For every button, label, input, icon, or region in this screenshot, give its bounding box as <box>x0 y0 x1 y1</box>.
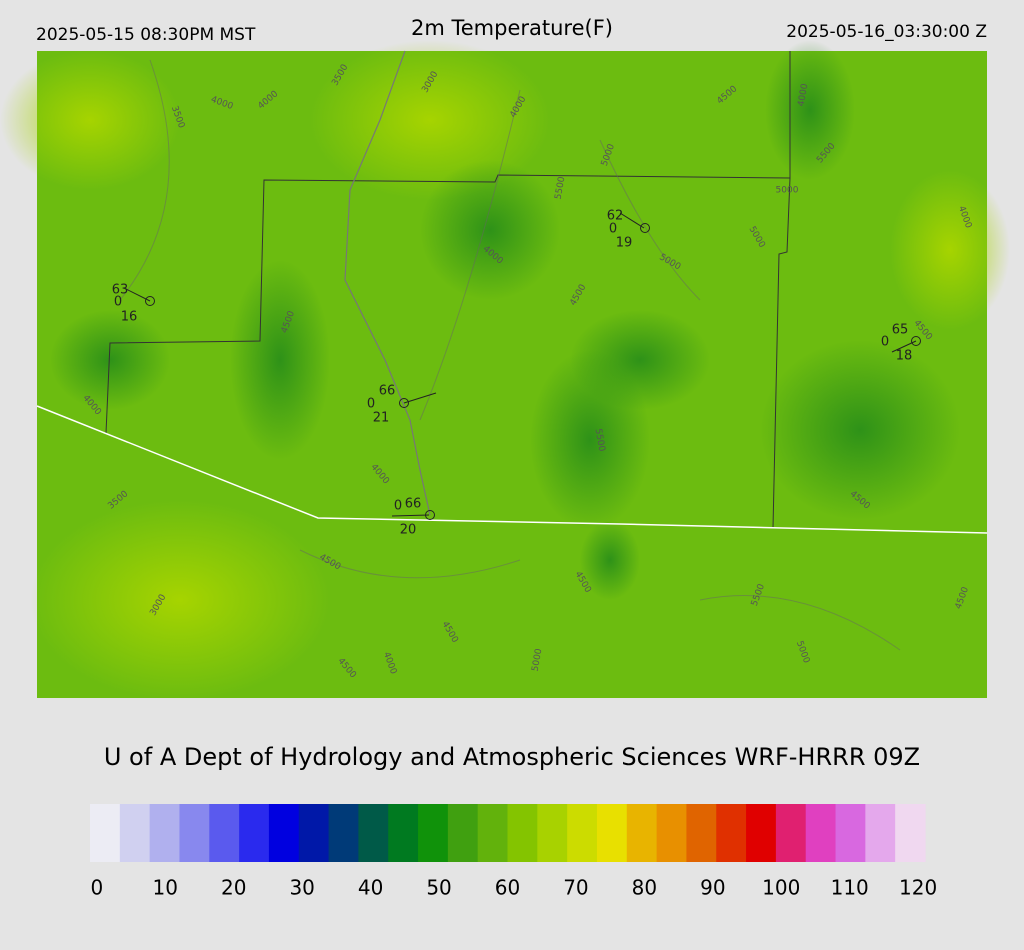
colorbar-swatch <box>298 804 330 862</box>
cool-area <box>580 520 640 600</box>
contour-label: 4000 <box>797 83 811 108</box>
colorbar-swatch <box>179 804 210 862</box>
colorbar-swatch <box>358 804 389 862</box>
station-wind: 18 <box>896 349 913 364</box>
station-wind: 16 <box>121 310 138 325</box>
wind-barb <box>619 212 645 229</box>
county-boundary <box>105 51 791 529</box>
colorbar-tick-label: 110 <box>831 876 869 900</box>
contour-label: 5500 <box>593 428 607 453</box>
colorbar-swatch <box>507 804 538 862</box>
colorbar-tick-label: 20 <box>221 876 246 900</box>
station-dew: 0 <box>609 222 617 237</box>
colorbar-tick-label: 80 <box>632 876 657 900</box>
station-circle <box>640 223 650 233</box>
colorbar-swatch <box>626 804 658 862</box>
colorbar: 0 10 20 30 40 50 60 70 80 90 100 110 120 <box>90 804 937 900</box>
cool-area <box>420 160 560 300</box>
colorbar-tick-label: 50 <box>426 876 451 900</box>
wind-barb <box>403 392 437 404</box>
contour-label: 5500 <box>554 176 568 201</box>
colorbar-swatch <box>567 804 598 862</box>
colorbar-swatch <box>746 804 777 862</box>
credit: U of A Dept of Hydrology and Atmospheric… <box>104 743 920 771</box>
colorbar-tick-label: 10 <box>153 876 178 900</box>
colorbar-tick-label: 60 <box>495 876 520 900</box>
warm-area <box>30 500 330 700</box>
map-title: 2m Temperature(F) <box>411 16 613 40</box>
border-line <box>36 405 988 534</box>
station-temp: 66 <box>405 497 422 512</box>
station-temp: 65 <box>892 323 909 338</box>
station-dew: 0 <box>114 295 122 310</box>
warm-area <box>0 50 180 190</box>
colorbar-swatch <box>447 804 479 862</box>
station-temp: 63 <box>112 283 129 298</box>
warm-area <box>890 170 1010 330</box>
colorbar-swatch <box>537 804 568 862</box>
colorbar-swatch <box>328 804 359 862</box>
colorbar-swatch <box>895 804 926 862</box>
colorbar-tick-label: 120 <box>899 876 937 900</box>
station-wind: 21 <box>373 411 390 426</box>
colorbar-swatch <box>388 804 419 862</box>
colorbar-tick-label: 70 <box>563 876 588 900</box>
station-wind: 20 <box>400 523 417 538</box>
colorbar-swatch <box>90 804 121 862</box>
model-time: 2025-05-16_03:30:00 Z <box>786 22 987 42</box>
colorbar-swatch <box>835 804 866 862</box>
cool-area <box>230 260 330 460</box>
colorbar-swatch <box>775 804 807 862</box>
cool-area <box>570 310 710 410</box>
colorbar-swatch <box>716 804 747 862</box>
river <box>344 50 431 516</box>
colorbar-swatch <box>119 804 151 862</box>
contour-label: 5000 <box>776 186 799 196</box>
colorbar-swatch <box>805 804 837 862</box>
station-plots: 63 0 16 62 0 19 65 0 18 66 0 21 66 0 20 <box>112 209 921 538</box>
contour-label: 5000 <box>531 648 545 673</box>
colorbar-swatch <box>268 804 300 862</box>
station-dew: 0 <box>394 499 402 514</box>
colorbar-swatch <box>418 804 449 862</box>
colorbar-swatch <box>865 804 896 862</box>
station-dew: 0 <box>367 397 375 412</box>
colorbar-tick-label: 90 <box>700 876 725 900</box>
valid-time: 2025-05-15 08:30PM MST <box>36 25 256 45</box>
wind-barb <box>391 514 430 517</box>
station-wind: 19 <box>616 236 633 251</box>
colorbar-swatch <box>596 804 628 862</box>
station-circle <box>425 510 435 520</box>
station-temp: 66 <box>379 384 396 399</box>
colorbar-swatch <box>209 804 240 862</box>
station-circle <box>399 398 409 408</box>
cool-area <box>760 340 960 520</box>
contour-line <box>119 59 901 651</box>
station-temp: 62 <box>607 209 624 224</box>
colorbar-tick-label: 40 <box>358 876 383 900</box>
colorbar-swatch <box>477 804 509 862</box>
cool-area <box>765 40 855 180</box>
colorbar-tick-label: 100 <box>762 876 800 900</box>
colorbar-swatch <box>149 804 181 862</box>
colorbar-swatch <box>656 804 688 862</box>
station-circle <box>911 336 921 346</box>
station-dew: 0 <box>881 335 889 350</box>
colorbar-swatch <box>686 804 717 862</box>
colorbar-tick-label: 30 <box>289 876 314 900</box>
colorbar-swatch <box>239 804 270 862</box>
colorbar-tick-label: 0 <box>90 876 103 900</box>
station-circle <box>145 296 155 306</box>
cool-area <box>50 310 170 410</box>
